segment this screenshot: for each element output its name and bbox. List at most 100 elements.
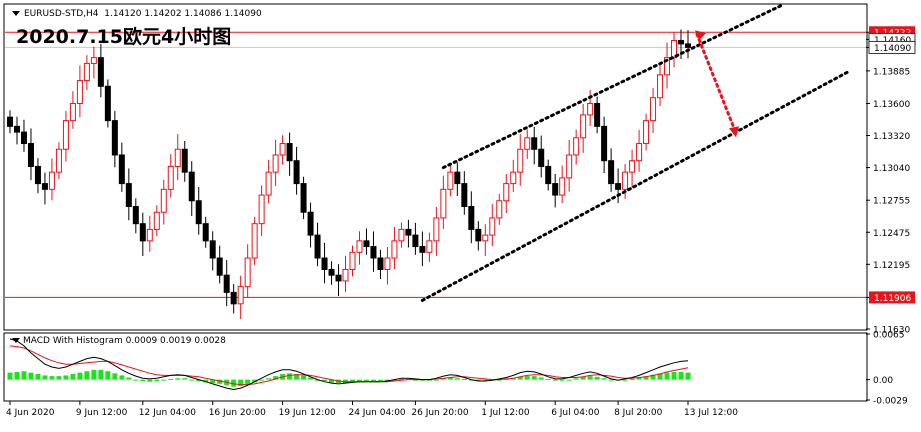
candle-body xyxy=(181,148,188,173)
price-tag-bg xyxy=(868,40,916,54)
macd-chart-layer xyxy=(7,338,691,391)
macd-histogram-bar xyxy=(524,376,530,380)
candle-body xyxy=(167,165,174,190)
candle-body xyxy=(314,234,321,259)
candle-body xyxy=(594,102,601,127)
candle-body xyxy=(608,160,615,185)
macd-histogram-bar xyxy=(496,379,502,381)
candle-body xyxy=(531,137,538,150)
macd-histogram-bar xyxy=(356,379,362,382)
macd-histogram-bar xyxy=(315,379,321,381)
candle-body xyxy=(132,205,139,225)
macd-collapse-triangle-icon[interactable] xyxy=(12,338,20,343)
x-tick-label: 6 Jul 04:00 xyxy=(551,408,600,418)
candle-body xyxy=(636,143,643,162)
candle-body xyxy=(286,143,293,162)
macd-histogram-bar xyxy=(678,371,684,380)
macd-histogram-bar xyxy=(573,378,579,380)
symbol-header: EURUSD-STD,H4 1.14120 1.14202 1.14086 1.… xyxy=(12,9,262,19)
macd-histogram-bar xyxy=(77,372,83,380)
candle-body xyxy=(160,188,167,213)
candle-body xyxy=(13,125,20,133)
macd-histogram-bar xyxy=(189,379,195,381)
candle-body xyxy=(349,251,356,270)
candle-body xyxy=(55,148,62,173)
candle-body xyxy=(356,240,363,253)
candle-body xyxy=(615,183,622,190)
macd-histogram-bar xyxy=(377,379,383,382)
macd-tick-label: -0.0029 xyxy=(873,397,908,407)
x-tick-label: 8 Jul 20:00 xyxy=(614,408,663,418)
macd-histogram-bar xyxy=(664,372,670,380)
x-tick-label: 19 Jun 12:00 xyxy=(279,408,336,418)
macd-histogram-bar xyxy=(636,377,642,380)
macd-histogram-bar xyxy=(49,376,55,380)
candle-body xyxy=(7,116,13,127)
y-tick-label: 1.11906 xyxy=(874,294,911,304)
macd-histogram-bar xyxy=(594,376,600,380)
macd-histogram-bar xyxy=(349,379,355,383)
main-plot-border xyxy=(3,3,868,331)
macd-histogram-bar xyxy=(510,378,516,380)
macd-histogram-bar xyxy=(468,379,474,381)
macd-histogram-bar xyxy=(294,374,300,380)
candle-body xyxy=(237,286,244,305)
candle-body xyxy=(307,211,314,236)
macd-histogram-bar xyxy=(608,379,614,381)
macd-histogram-bar xyxy=(196,379,202,382)
macd-histogram-bar xyxy=(580,376,586,380)
macd-histogram-bar xyxy=(105,371,111,380)
y-tick-label: 1.14160 xyxy=(874,36,911,46)
candle-body xyxy=(363,240,370,248)
projection-arrow-line xyxy=(695,32,738,135)
macd-histogram-bar xyxy=(447,377,453,380)
candle-body xyxy=(461,183,468,207)
candle-body xyxy=(622,171,629,190)
candle-body xyxy=(97,57,104,87)
macd-histogram-bar xyxy=(21,371,27,380)
macd-histogram-bar xyxy=(287,373,293,380)
candle-body xyxy=(580,114,587,139)
candle-body xyxy=(643,120,650,145)
macd-histogram-bar xyxy=(531,376,537,380)
macd-tick-label: 0.0065 xyxy=(873,331,905,341)
candle-body xyxy=(146,228,153,242)
macd-histogram-bar xyxy=(175,378,181,380)
candle-body xyxy=(419,246,426,253)
macd-histogram-bar xyxy=(398,378,404,380)
macd-histogram-bar xyxy=(671,371,677,380)
candle-body xyxy=(657,74,664,99)
y-tick-label: 1.13040 xyxy=(873,164,910,174)
candle-body xyxy=(111,120,118,156)
chart-title: 2020.7.15欧元4小时图 xyxy=(16,26,232,48)
candle-body xyxy=(405,228,412,236)
candle-body xyxy=(664,57,671,76)
macd-histogram-bar xyxy=(252,379,258,383)
macd-histogram-bar xyxy=(412,379,418,381)
macd-histogram-bar xyxy=(370,379,376,382)
candle-body xyxy=(440,188,447,219)
macd-histogram-bar xyxy=(161,379,167,381)
macd-histogram-bar xyxy=(433,379,439,381)
macd-histogram-bar xyxy=(98,369,104,380)
x-tick-label: 4 Jun 2020 xyxy=(6,408,55,418)
candle-body xyxy=(342,268,349,282)
candle-body xyxy=(139,223,146,242)
candle-body xyxy=(90,57,97,64)
collapse-triangle-icon[interactable] xyxy=(12,11,20,16)
candle-body xyxy=(258,194,265,225)
candle-body xyxy=(496,200,503,219)
macd-histogram-bar xyxy=(70,374,76,380)
macd-histogram-bar xyxy=(301,375,307,380)
candle-body xyxy=(174,148,181,167)
arrow-tail-icon xyxy=(695,30,706,41)
candle-body xyxy=(587,102,594,116)
candle-body xyxy=(125,183,132,207)
candle-body xyxy=(433,217,440,242)
candle-body xyxy=(426,240,433,253)
macd-histogram-bar xyxy=(63,375,69,380)
macd-histogram-bar xyxy=(91,369,97,380)
x-tick-label: 12 Jun 04:00 xyxy=(139,408,196,418)
y-tick-label: 1.12475 xyxy=(873,229,910,239)
x-tick-label: 26 Jun 20:00 xyxy=(411,408,468,418)
